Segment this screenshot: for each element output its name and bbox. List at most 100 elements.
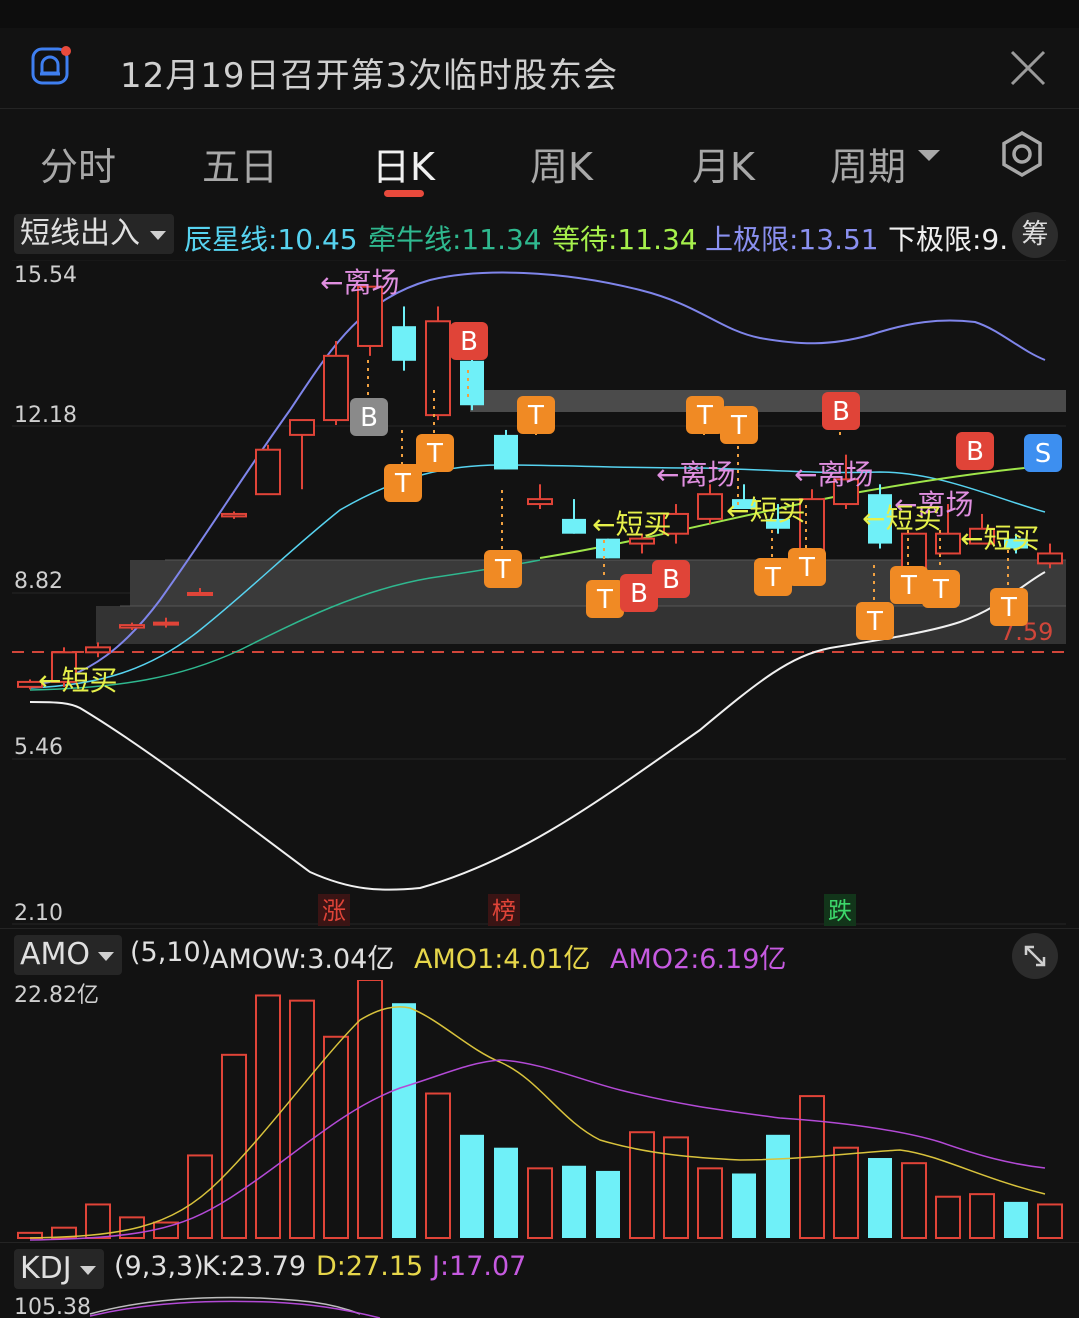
chevron-down-icon: [150, 231, 166, 240]
amo-volume-chart[interactable]: 22.82亿: [0, 980, 1079, 1242]
signal-leave-label: ←离场: [794, 458, 873, 491]
chevron-down-icon: [98, 952, 115, 961]
badge-t: T: [416, 434, 454, 472]
candle-body: [766, 518, 790, 529]
candle-body: [1004, 538, 1028, 549]
badge-t: T: [720, 406, 758, 444]
amo-header: AMO (5,10) AMOW:3.04亿 AMO1:4.01亿 AMO2:6.…: [0, 928, 1079, 981]
candle-body: [596, 538, 620, 559]
tab-weekly-k[interactable]: 周K: [530, 145, 593, 189]
volume-bar: [969, 1193, 995, 1239]
kdj-params: (9,3,3): [114, 1251, 204, 1282]
volume-bar: [697, 1167, 723, 1239]
chevron-down-icon[interactable]: [918, 150, 940, 161]
volume-bar: [425, 1092, 451, 1239]
candle-body: [187, 591, 213, 596]
candle-body: [697, 493, 723, 520]
badge-b: B: [450, 322, 488, 360]
kdj-k-line: [89, 1296, 361, 1315]
volume-bar: [663, 1136, 689, 1240]
lower-limit-line: [29, 571, 1046, 891]
kdj-j-line: [89, 1300, 381, 1318]
tab-daily-k[interactable]: 日K: [372, 145, 435, 189]
signal-leave-label: ←离场: [320, 266, 399, 299]
indicator-selector[interactable]: 短线出入: [14, 214, 174, 254]
event-markers: 涨 榜 跌: [318, 894, 856, 926]
candle-body: [732, 499, 756, 509]
notice-title[interactable]: 12月19日召开第3次临时股东会: [120, 56, 619, 96]
candle-body: [425, 320, 451, 417]
svg-text:T: T: [426, 439, 443, 469]
y-tick-label: 2.10: [14, 901, 63, 926]
candle-body: [289, 419, 315, 436]
amo1-line: [29, 1006, 1046, 1239]
tab-monthly-k[interactable]: 月K: [692, 145, 755, 189]
badge-s: S: [1024, 434, 1062, 472]
tab-period[interactable]: 周期: [830, 145, 907, 189]
badge-b-grey: B: [350, 398, 388, 436]
candle-body: [255, 448, 281, 496]
chevron-down-icon: [79, 1266, 96, 1275]
amo-name: AMO: [20, 937, 91, 972]
signal-short-buy-label: ←短买: [960, 522, 1039, 555]
svg-text:B: B: [832, 397, 850, 427]
badge-b: B: [956, 432, 994, 470]
candle-body: [494, 434, 518, 470]
svg-text:T: T: [764, 563, 781, 593]
candle-series: [17, 285, 1063, 690]
svg-text:跌: 跌: [828, 897, 852, 925]
badge-t: T: [922, 570, 960, 608]
main-kline-chart[interactable]: 15.54 12.18 8.82 5.46 2.10 7.59 ←离场 ←离场 …: [0, 260, 1079, 928]
candle-body: [868, 494, 892, 544]
indicator-name: 短线出入: [20, 216, 140, 251]
amo-selector[interactable]: AMO: [14, 935, 123, 975]
resistance-band: [470, 390, 1066, 412]
active-tab-underline: [384, 190, 424, 197]
tab-five-day[interactable]: 五日: [202, 145, 279, 189]
candle-body: [527, 498, 553, 506]
volume-bar: [289, 999, 315, 1239]
kdj-header: KDJ (9,3,3) K:23.79 D:27.15 J:17.07: [0, 1242, 1079, 1295]
volume-bar: [562, 1165, 586, 1238]
volume-bar: [51, 1226, 77, 1239]
tab-intraday[interactable]: 分时: [40, 145, 117, 189]
candle-body: [935, 532, 961, 555]
badge-t: T: [890, 566, 928, 604]
indicator-value-chenxing: 辰星线:10.45: [184, 223, 358, 256]
qianniu-line: [29, 559, 541, 691]
svg-text:榜: 榜: [492, 897, 516, 925]
svg-text:T: T: [394, 469, 411, 499]
badge-t: T: [788, 548, 826, 586]
bell-icon[interactable]: [30, 46, 72, 88]
kdj-selector[interactable]: KDJ: [14, 1249, 104, 1289]
volume-bar: [85, 1203, 111, 1240]
badge-b: B: [822, 392, 860, 430]
candle-body: [323, 354, 349, 422]
notice-bar[interactable]: 12月19日召开第3次临时股东会: [0, 28, 1079, 109]
indicator-header: 短线出入 辰星线:10.45 牵牛线:11.34 等待:11.34 上极限:13…: [0, 208, 1079, 260]
y-tick-label: 8.82: [14, 569, 63, 594]
volume-bar: [494, 1147, 518, 1238]
settings-gear-icon[interactable]: [998, 130, 1046, 178]
svg-text:B: B: [966, 437, 984, 467]
candle-body: [629, 537, 655, 545]
amo-y-top-label: 22.82亿: [14, 983, 99, 1008]
expand-icon[interactable]: [1012, 933, 1058, 979]
signal-leave-label: ←离场: [894, 488, 973, 521]
svg-text:T: T: [866, 607, 883, 637]
candle-body: [460, 360, 484, 406]
kdj-j-value: J:17.07: [432, 1251, 527, 1282]
kdj-k-value: K:23.79: [202, 1251, 307, 1282]
chip-distribution-button[interactable]: 筹: [1012, 212, 1058, 258]
close-icon[interactable]: [1008, 48, 1048, 88]
volume-bar: [732, 1173, 756, 1238]
svg-text:B: B: [360, 403, 378, 433]
kdj-d-value: D:27.15: [316, 1251, 424, 1282]
amo2-line: [29, 1059, 1046, 1241]
kdj-chart[interactable]: 105.38: [0, 1294, 1079, 1318]
candle-body: [119, 624, 145, 629]
signal-badges: B B T T T T T B B T T B T T T T T B S T: [350, 322, 1062, 640]
badge-b: B: [620, 574, 658, 612]
indicator-value-upper: 上极限:13.51: [705, 223, 879, 256]
badge-t: T: [686, 396, 724, 434]
